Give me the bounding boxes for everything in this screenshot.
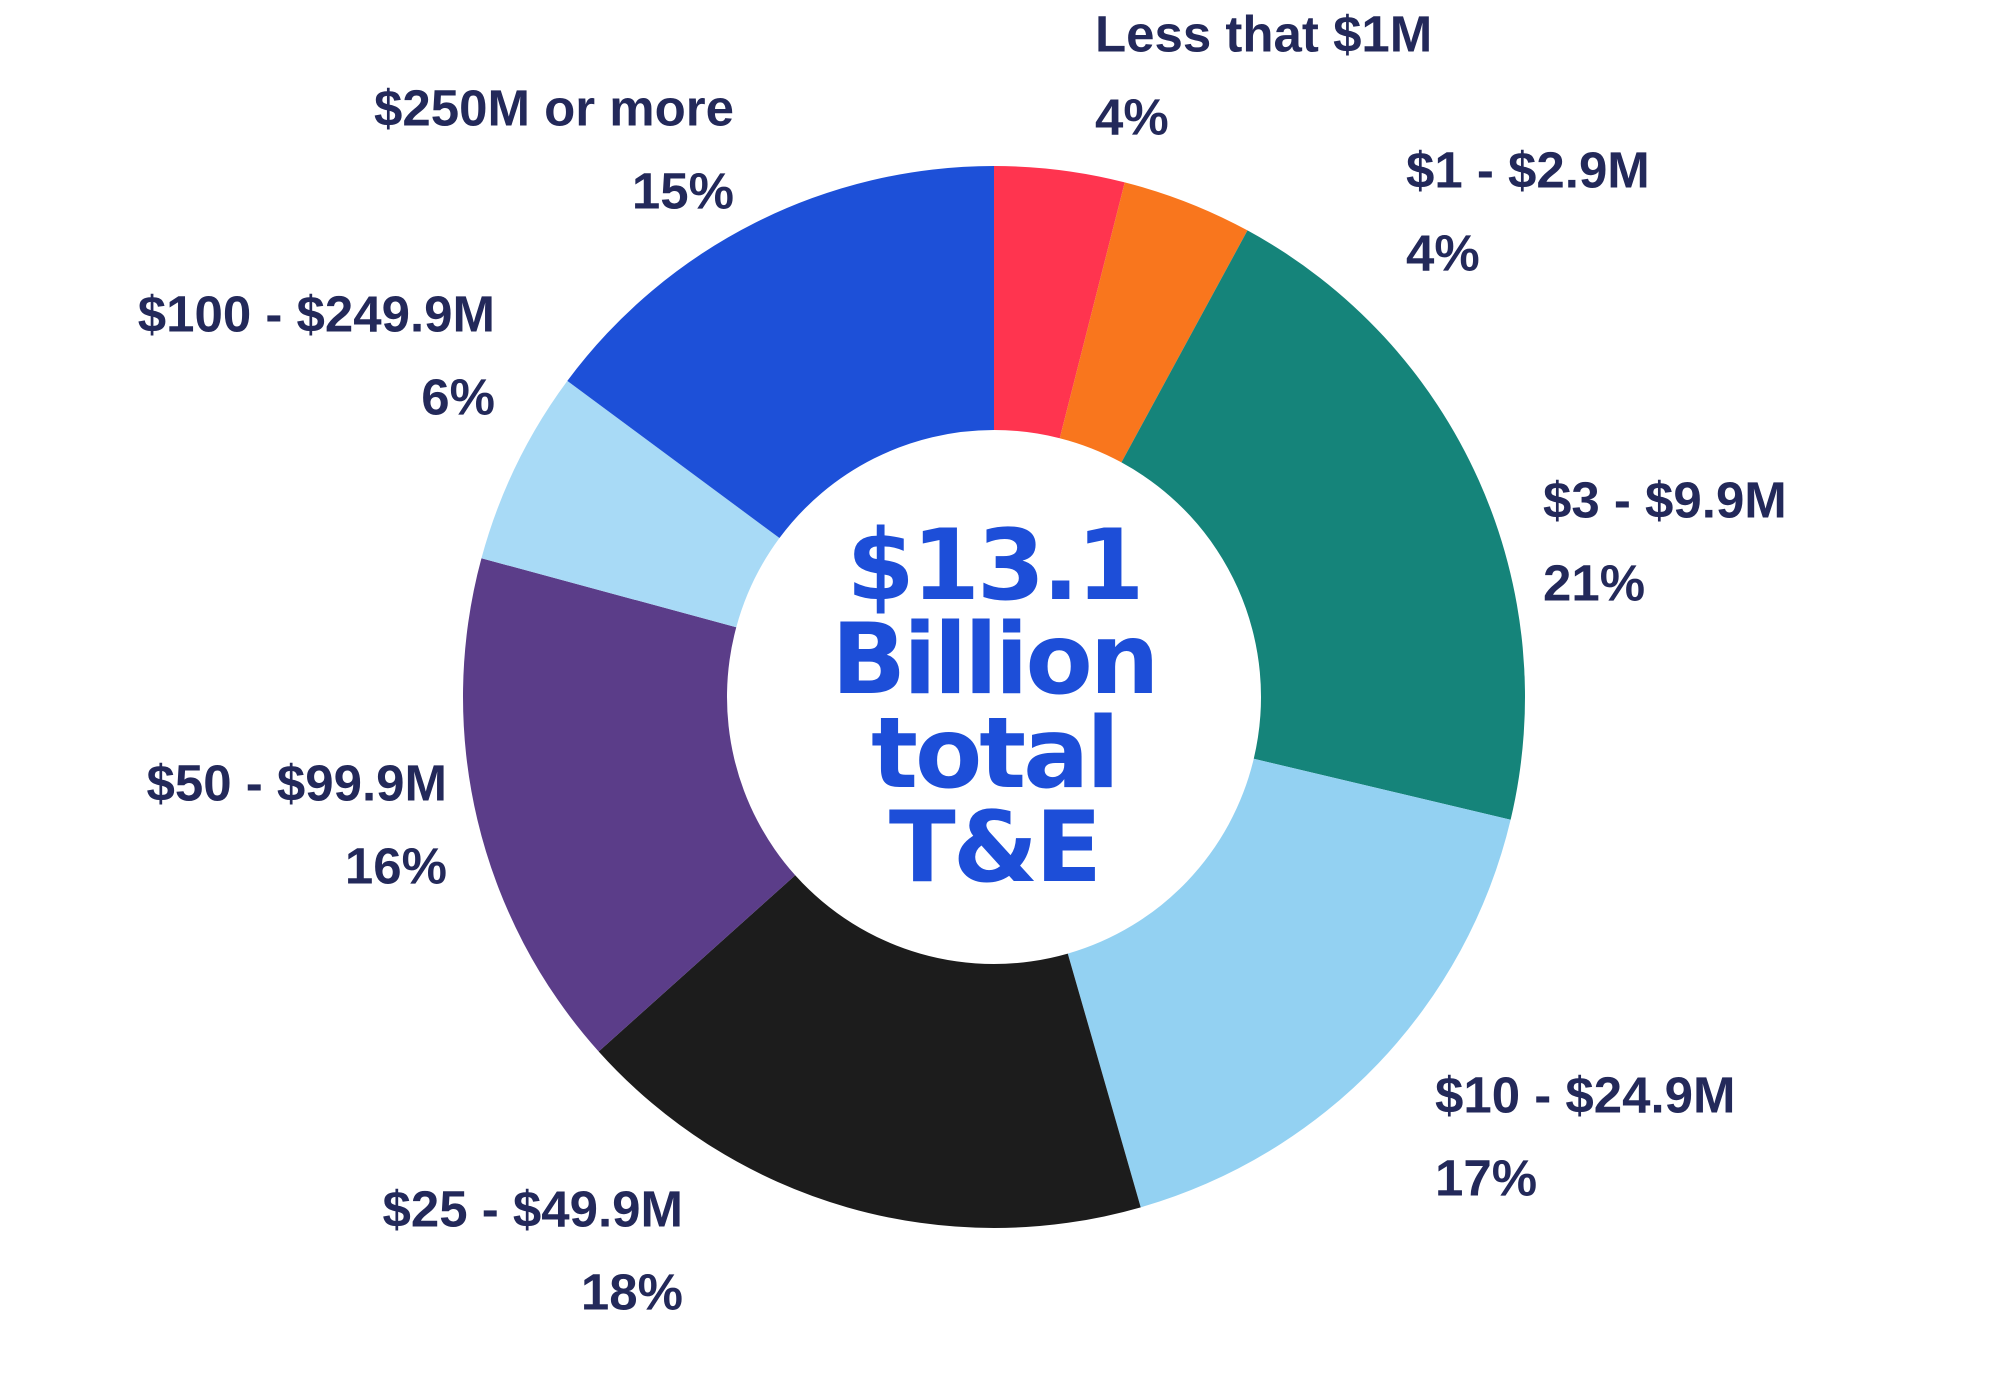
slice <box>1121 230 1525 820</box>
slice-label: $100 - $249.9M <box>138 285 495 342</box>
slice-label: $50 - $99.9M <box>146 754 447 811</box>
center-text: total <box>871 697 1117 811</box>
slice-label: $25 - $49.9M <box>382 1180 683 1237</box>
slice-label: Less that $1M <box>1095 5 1432 62</box>
slice <box>463 558 796 1052</box>
slice-label: $1 - $2.9M <box>1406 141 1650 198</box>
slice-value-label: 6% <box>421 368 495 425</box>
slice-label: $10 - $24.9M <box>1435 1066 1736 1123</box>
center-text: Billion <box>831 603 1156 717</box>
slice-value-label: 16% <box>345 837 447 894</box>
center-text: T&E <box>889 791 1099 905</box>
slice-label: $3 - $9.9M <box>1543 471 1787 528</box>
slice <box>1067 758 1511 1208</box>
slice-value-label: 4% <box>1406 224 1480 281</box>
slice-value-label: 4% <box>1095 88 1169 145</box>
slice <box>1059 182 1248 463</box>
slice <box>598 875 1141 1228</box>
center-text: $13.1 <box>847 509 1142 623</box>
slice <box>481 380 780 628</box>
slice-value-label: 15% <box>632 162 734 219</box>
slice <box>567 166 994 539</box>
slice <box>994 166 1125 439</box>
slice-label: $250M or more <box>374 79 734 136</box>
slice-value-label: 21% <box>1543 554 1645 611</box>
slice-value-label: 17% <box>1435 1149 1537 1206</box>
slice-value-label: 18% <box>581 1263 683 1320</box>
